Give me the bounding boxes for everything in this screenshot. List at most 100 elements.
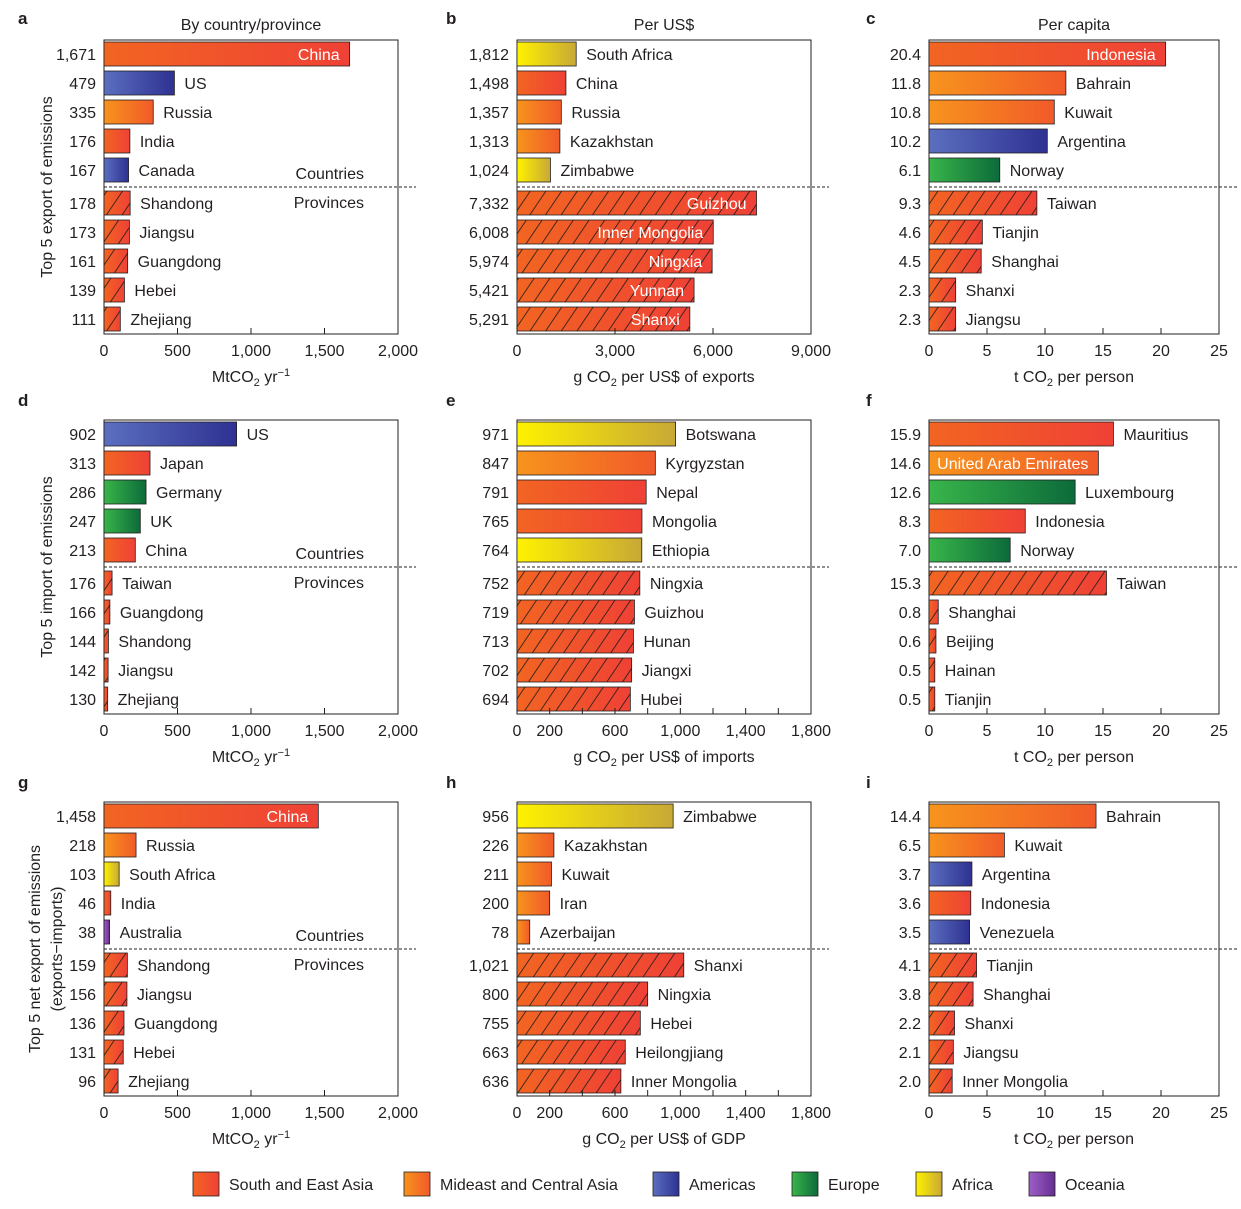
bar-value-label: 167: [69, 163, 96, 180]
bar-row: 636 Inner Mongolia: [482, 1068, 737, 1094]
bar: [928, 421, 1114, 447]
x-tick-label: 6,000: [693, 343, 733, 360]
bar-hatch: [517, 953, 684, 977]
legend: South and East Asia Mideast and Central A…: [192, 1171, 1125, 1197]
bar-name-label: China: [145, 543, 187, 560]
x-tick-label: 500: [164, 343, 191, 360]
bar-value-label: 479: [69, 76, 96, 93]
bar-name-label: South Africa: [586, 47, 672, 64]
bar-name-label: Taiwan: [1047, 196, 1097, 213]
bar-name-label: Guangdong: [134, 1016, 218, 1033]
bar-value-label: 0.5: [899, 663, 921, 680]
bar-value-label: 8.3: [899, 514, 921, 531]
bar-value-label: 15.9: [890, 427, 921, 444]
bar-row: 10.8 Kuwait: [890, 99, 1113, 125]
bar-row: 694 Hubei: [482, 686, 682, 712]
panel-letter: c: [866, 9, 875, 28]
bar-name-label: Inner Mongolia: [597, 225, 703, 242]
bar-hatch: [104, 658, 109, 682]
bar-name-label: US: [247, 427, 269, 444]
bar-value-label: 663: [482, 1045, 509, 1062]
bar-row: 46 India: [78, 890, 156, 916]
bar-row: 1,498 China: [469, 70, 618, 96]
x-tick-label: 20: [1152, 1105, 1170, 1122]
bar-name-label: Argentina: [982, 867, 1051, 884]
bar-row: 142 Jiangsu: [69, 657, 173, 683]
x-axis-label: t CO2​ per person: [1014, 369, 1134, 389]
bar-hatch: [517, 571, 640, 595]
bar-name-label: Kazakhstan: [570, 134, 654, 151]
bar-name-label: US: [184, 76, 206, 93]
bar-hatch: [104, 1011, 124, 1035]
bar-row: 5,291 Shanxi: [469, 306, 691, 332]
bar-hatch: [929, 953, 977, 977]
bar-row: 11.8 Bahrain: [891, 70, 1131, 96]
bar-name-label: India: [140, 134, 175, 151]
bar: [516, 890, 551, 916]
bar-value-label: 247: [69, 514, 96, 531]
bar-value-label: 96: [78, 1074, 96, 1091]
bar-name-label: China: [267, 809, 309, 826]
bar-value-label: 7.0: [899, 543, 921, 560]
bar-hatch: [104, 600, 110, 624]
bar-hatch: [517, 249, 713, 273]
bar-row: 791 Nepal: [482, 479, 698, 505]
panel-title: Per capita: [1038, 17, 1110, 34]
bar: [516, 508, 643, 534]
bar-row: 286 Germany: [69, 479, 222, 505]
bar-name-label: Indonesia: [1035, 514, 1104, 531]
bar-row: 14.6 United Arab Emirates: [890, 450, 1099, 476]
legend-item-americas: Americas: [652, 1171, 756, 1197]
bar-name-label: Hebei: [134, 283, 176, 300]
bar: [103, 70, 175, 96]
bar-name-label: Argentina: [1057, 134, 1126, 151]
bar-name-label: Hunan: [643, 634, 690, 651]
bar-name-label: Hubei: [640, 692, 682, 709]
bar-value-label: 178: [69, 196, 96, 213]
bar-name-label: Canada: [139, 163, 195, 180]
bar-row: 800 Ningxia: [482, 981, 711, 1007]
x-tick-label: 1,000: [231, 723, 271, 740]
bar-value-label: 159: [69, 958, 96, 975]
panel-letter: e: [446, 391, 455, 410]
panel-f: f 15.9 Mauritius 14.6 United Arab Emirates 12…: [866, 391, 1237, 769]
x-tick-label: 2,000: [378, 723, 418, 740]
bar-value-label: 20.4: [890, 47, 921, 64]
bar-hatch: [517, 629, 634, 653]
x-axis-label: g CO2​ per US$ of imports: [573, 749, 754, 769]
bar-value-label: 166: [69, 605, 96, 622]
bar: [928, 479, 1076, 505]
bar-row: 173 Jiangsu: [69, 219, 195, 245]
x-tick-label: 0: [513, 343, 522, 360]
bar-name-label: Bahrain: [1106, 809, 1161, 826]
bar: [928, 157, 1001, 183]
bar-row: 4.1 Tianjin: [899, 952, 1033, 978]
bar-value-label: 286: [69, 485, 96, 502]
bar-hatch: [517, 191, 757, 215]
bar-name-label: Taiwan: [122, 576, 172, 593]
bar-row: 0.8 Shanghai: [899, 599, 1016, 625]
bar-hatch: [104, 1069, 119, 1093]
bar: [516, 861, 552, 887]
bar-name-label: Shanxi: [694, 958, 743, 975]
bar-row: 1,313 Kazakhstan: [469, 128, 654, 154]
bar-row: 713 Hunan: [482, 628, 691, 654]
bar-name-label: Venezuela: [980, 925, 1055, 942]
x-tick-label: 1,000: [660, 723, 700, 740]
x-axis-label: g CO2​ per US$ of exports: [573, 369, 754, 389]
bar-value-label: 200: [482, 896, 509, 913]
bar-row: 313 Japan: [69, 450, 204, 476]
bar: [928, 890, 972, 916]
bar-name-label: Botswana: [686, 427, 756, 444]
bar-hatch: [517, 1011, 641, 1035]
legend-label: Africa: [952, 1177, 993, 1194]
panel-e: e 971 Botswana 847 Kyrgyzstan 791 Nepal 765 Mong…: [446, 391, 831, 769]
bar-name-label: Azerbaijan: [540, 925, 616, 942]
bar-row: 8.3 Indonesia: [899, 508, 1105, 534]
bar-hatch: [929, 220, 983, 244]
bar: [928, 41, 1167, 67]
group-label-countries: Countries: [296, 928, 364, 945]
x-tick-label: 9,000: [791, 343, 831, 360]
bar-hatch: [104, 687, 108, 711]
